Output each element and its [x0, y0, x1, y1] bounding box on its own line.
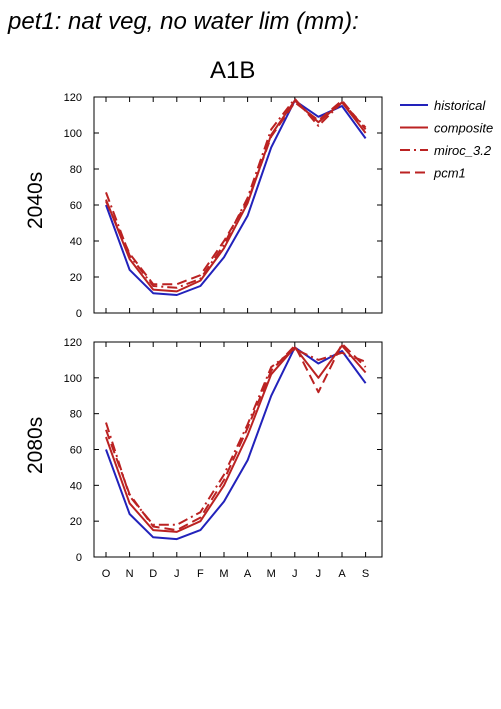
y-tick-label: 60	[70, 445, 82, 457]
x-tick-label: J	[292, 568, 298, 580]
series-line-pcm1	[105, 342, 367, 532]
x-tick-label: S	[362, 568, 369, 580]
y-tick-label: 0	[76, 552, 82, 564]
legend-label-composite: composite	[434, 121, 493, 136]
legend-label-miroc-3-2: miroc_3.2	[434, 143, 492, 158]
x-tick-label: F	[197, 568, 204, 580]
y-tick-label: 80	[70, 409, 82, 421]
x-tick-label: J	[174, 568, 180, 580]
y-tick-label: 80	[70, 164, 82, 176]
legend-label-historical: historical	[434, 98, 486, 113]
y-tick-label: 120	[64, 337, 82, 349]
x-tick-label: M	[219, 568, 228, 580]
page-title: pet1: nat veg, no water lim (mm):	[8, 8, 359, 35]
series-line-miroc-3-2	[105, 348, 366, 526]
x-tick-label: A	[338, 568, 346, 580]
legend-label-pcm1: pcm1	[433, 166, 466, 181]
series-line-composite	[105, 99, 367, 293]
panel-2080s: 0 20 40 60 80 100 120 O N D J F M A M J J A S	[64, 337, 383, 580]
series-line-pcm1	[105, 99, 367, 286]
plot-frame	[93, 341, 383, 558]
y-tick-label: 20	[70, 516, 82, 528]
x-tick-label: O	[102, 568, 111, 580]
panel-2040s: 0 20 40 60 80 100 120	[64, 92, 383, 320]
y-tick-label: 60	[70, 200, 82, 212]
legend: historical composite miroc_3.2 pcm1	[400, 98, 493, 181]
y-tick-label: 20	[70, 272, 82, 284]
x-tick-label: A	[244, 568, 252, 580]
plot-frame	[93, 96, 383, 314]
scenario-title: A1B	[210, 57, 256, 84]
series-line-historical	[105, 346, 367, 541]
y-tick-label: 40	[70, 236, 82, 248]
x-tick-label: J	[316, 568, 322, 580]
y-tick-label: 40	[70, 480, 82, 492]
y-tick-label: 100	[64, 373, 82, 385]
series-line-miroc-3-2	[105, 97, 367, 289]
x-tick-label: D	[149, 568, 157, 580]
x-tick-label: M	[267, 568, 276, 580]
y-tick-label: 120	[64, 92, 82, 104]
y-tick-label: 0	[76, 308, 82, 320]
series-line-composite	[105, 344, 367, 533]
y-tick-label: 100	[64, 128, 82, 140]
series-line-historical	[105, 99, 367, 296]
x-tick-label: N	[126, 568, 134, 580]
